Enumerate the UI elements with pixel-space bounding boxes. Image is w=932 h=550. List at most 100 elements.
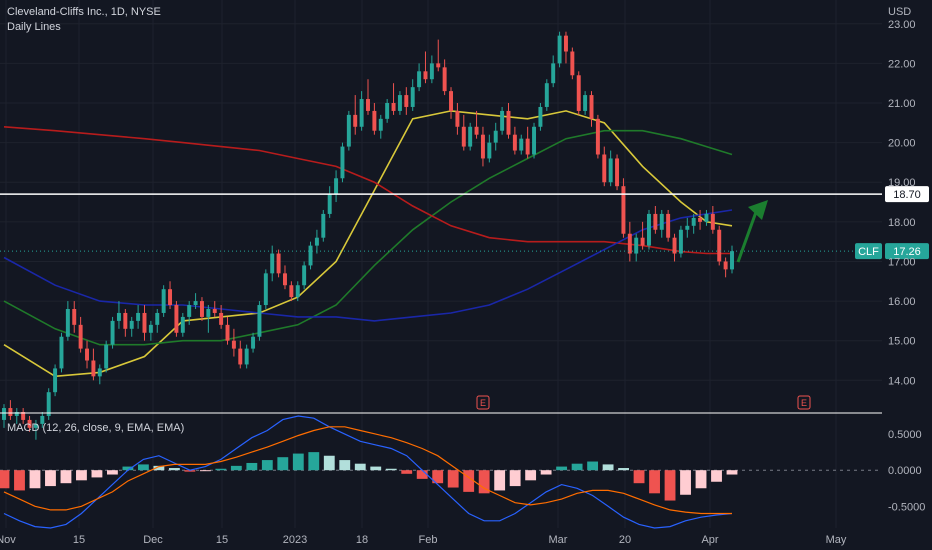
candle-body bbox=[691, 217, 696, 226]
macd-histogram-bar bbox=[230, 465, 242, 471]
earnings-marker-label: E bbox=[801, 398, 807, 408]
candle-body bbox=[627, 233, 632, 254]
candle-body bbox=[59, 336, 64, 369]
candle-body bbox=[653, 213, 658, 230]
candle-body bbox=[544, 83, 549, 107]
time-tick-label: Nov bbox=[0, 534, 16, 546]
macd-histogram-bar bbox=[618, 468, 629, 471]
candle-body bbox=[583, 95, 588, 111]
candle-body bbox=[142, 312, 147, 333]
candle-body bbox=[512, 134, 517, 151]
macd-line bbox=[3, 415, 733, 529]
candle-body bbox=[391, 103, 396, 111]
symbol-badge bbox=[855, 243, 882, 260]
macd-tick-label: -0.5000 bbox=[888, 501, 925, 513]
candle-body bbox=[385, 103, 390, 119]
candle-body bbox=[730, 251, 734, 270]
candle-body bbox=[378, 118, 383, 131]
candle-body bbox=[468, 126, 473, 147]
candle-body bbox=[257, 305, 262, 337]
macd-histogram-bar bbox=[664, 470, 676, 501]
candle-body bbox=[436, 63, 441, 68]
candle-body bbox=[346, 114, 351, 147]
macd-histogram-bar bbox=[649, 470, 660, 494]
macd-histogram-bar bbox=[199, 470, 211, 472]
candle-body bbox=[493, 130, 498, 143]
candle-body bbox=[538, 106, 543, 127]
indicator-legend: Daily Lines bbox=[7, 21, 61, 33]
moving-average-line bbox=[3, 129, 733, 346]
candle-body bbox=[372, 110, 377, 131]
last-price-label: 17.26 bbox=[893, 246, 921, 258]
candle-body bbox=[91, 360, 96, 377]
level-price-badge bbox=[885, 186, 929, 203]
price-tick-label: 20.00 bbox=[888, 138, 916, 150]
candle-body bbox=[2, 408, 6, 420]
candle-body bbox=[78, 324, 83, 349]
projection-arrow bbox=[736, 211, 758, 263]
candle-body bbox=[123, 312, 128, 329]
macd-histogram-bar bbox=[45, 470, 56, 487]
macd-histogram-bar bbox=[261, 460, 273, 471]
macd-histogram-bar bbox=[680, 470, 691, 495]
macd-histogram-bar bbox=[292, 453, 304, 471]
candle-body bbox=[366, 99, 370, 111]
macd-histogram-bar bbox=[14, 470, 25, 491]
macd-histogram-bar bbox=[60, 470, 72, 484]
candle-body bbox=[238, 348, 243, 365]
candle-body bbox=[155, 312, 160, 325]
candle-body bbox=[180, 316, 185, 333]
candle-body bbox=[270, 253, 275, 274]
time-tick-label: 20 bbox=[619, 534, 631, 546]
time-tick-label: Feb bbox=[419, 534, 438, 546]
time-tick-label: Dec bbox=[143, 534, 163, 546]
macd-histogram-bar bbox=[478, 470, 490, 494]
candle-body bbox=[723, 261, 728, 270]
candle-body bbox=[276, 253, 281, 274]
candle-body bbox=[225, 324, 230, 341]
macd-histogram-bar bbox=[432, 470, 444, 484]
candle-body bbox=[340, 146, 345, 179]
macd-histogram-bar bbox=[494, 470, 506, 491]
time-tick-label: Apr bbox=[701, 534, 718, 546]
macd-histogram-bar bbox=[122, 466, 134, 471]
candle-body bbox=[551, 63, 556, 84]
macd-histogram-bar bbox=[29, 470, 41, 489]
time-tick-label: 18 bbox=[356, 534, 368, 546]
candle-body bbox=[557, 35, 562, 64]
candle-body bbox=[710, 213, 715, 230]
earnings-marker-label: E bbox=[480, 398, 486, 408]
macd-histogram-bar bbox=[509, 470, 521, 487]
candle-body bbox=[334, 178, 339, 195]
macd-histogram-bar bbox=[602, 464, 614, 471]
last-price-badge bbox=[885, 243, 929, 260]
candle-body bbox=[219, 312, 224, 325]
macd-histogram-bar bbox=[215, 468, 227, 471]
macd-histogram-bar bbox=[354, 463, 366, 471]
candle-body bbox=[327, 194, 332, 214]
candle-body bbox=[174, 305, 179, 333]
candle-body bbox=[678, 229, 683, 254]
candle-body bbox=[251, 336, 256, 349]
candle-body bbox=[429, 63, 434, 80]
macd-tick-label: 0.0000 bbox=[888, 465, 922, 477]
macd-histogram-bar bbox=[385, 468, 397, 471]
candle-body bbox=[193, 301, 198, 306]
candle-body bbox=[314, 237, 319, 246]
candle-body bbox=[53, 368, 58, 393]
candle-body bbox=[295, 285, 300, 298]
candle-body bbox=[14, 412, 19, 416]
candle-body bbox=[116, 312, 121, 321]
candle-body bbox=[589, 95, 594, 119]
candle-body bbox=[104, 344, 109, 369]
candle-body bbox=[417, 71, 422, 88]
candle-body bbox=[404, 95, 409, 107]
candle-body bbox=[231, 340, 236, 349]
macd-legend: MACD (12, 26, close, 9, EMA, EMA) bbox=[7, 422, 185, 434]
price-tick-label: 22.00 bbox=[888, 58, 916, 70]
macd-histogram-bar bbox=[463, 470, 475, 492]
candle-body bbox=[615, 158, 620, 187]
time-tick-label: May bbox=[826, 534, 847, 546]
price-tick-label: 14.00 bbox=[888, 375, 916, 387]
